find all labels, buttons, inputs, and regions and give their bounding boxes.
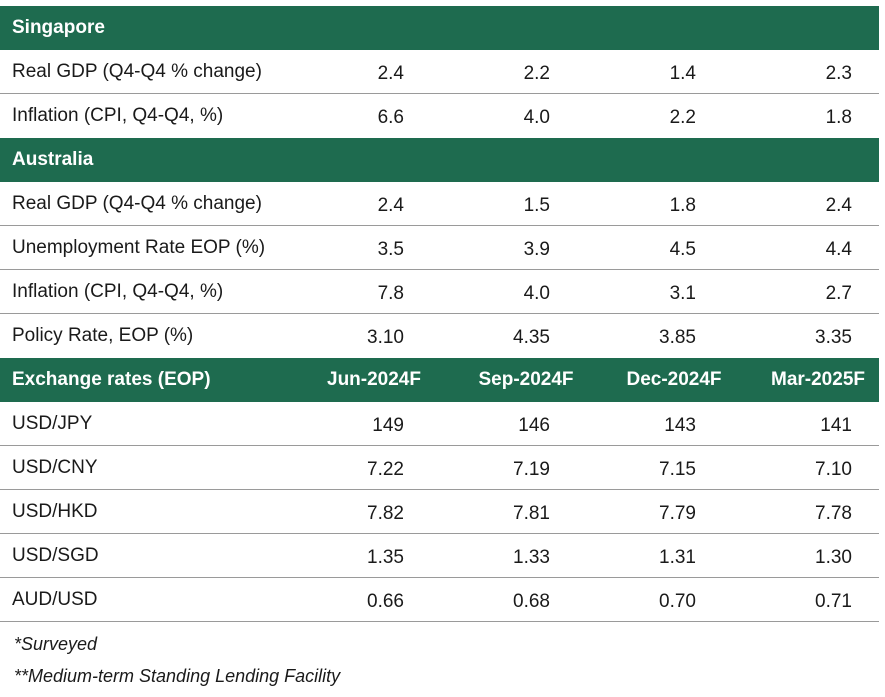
table-row: Inflation (CPI, Q4-Q4, %) 7.8 4.0 3.1 2.… bbox=[0, 270, 879, 314]
cell-value: 7.8 bbox=[377, 283, 404, 304]
row-label: USD/SGD bbox=[12, 545, 99, 566]
cell-value: 7.10 bbox=[815, 459, 852, 480]
cell-value: 7.82 bbox=[367, 503, 404, 524]
cell-value: 3.1 bbox=[669, 283, 696, 304]
cell-value: 7.79 bbox=[659, 503, 696, 524]
cell-value: 4.35 bbox=[513, 327, 550, 348]
cell-value: 1.4 bbox=[669, 63, 696, 84]
cell-value: 2.2 bbox=[669, 107, 696, 128]
row-label: USD/JPY bbox=[12, 413, 93, 434]
table-row: Real GDP (Q4-Q4 % change) 2.4 1.5 1.8 2.… bbox=[0, 182, 879, 226]
cell-value: 6.6 bbox=[377, 107, 404, 128]
cell-value: 1.35 bbox=[367, 547, 404, 568]
cell-value: 7.81 bbox=[513, 503, 550, 524]
cell-value: 7.19 bbox=[513, 459, 550, 480]
table-row: USD/JPY 149 146 143 141 bbox=[0, 402, 879, 446]
row-label: Unemployment Rate EOP (%) bbox=[12, 237, 266, 258]
row-label: Inflation (CPI, Q4-Q4, %) bbox=[12, 105, 224, 126]
section-title: Exchange rates (EOP) bbox=[12, 369, 211, 390]
cell-value: 2.2 bbox=[523, 63, 550, 84]
cell-value: 0.71 bbox=[815, 591, 852, 612]
cell-value: 2.4 bbox=[377, 63, 404, 84]
footnote-surveyed: *Surveyed bbox=[14, 634, 98, 654]
column-header: Mar-2025F bbox=[771, 369, 865, 390]
cell-value: 149 bbox=[372, 415, 404, 436]
row-label: USD/HKD bbox=[12, 501, 98, 522]
table-row: Unemployment Rate EOP (%) 3.5 3.9 4.5 4.… bbox=[0, 226, 879, 270]
row-label: Inflation (CPI, Q4-Q4, %) bbox=[12, 281, 224, 302]
cell-value: 141 bbox=[820, 415, 852, 436]
row-label: AUD/USD bbox=[12, 589, 98, 610]
cell-value: 7.78 bbox=[815, 503, 852, 524]
column-header: Sep-2024F bbox=[478, 369, 574, 390]
cell-value: 0.66 bbox=[367, 591, 404, 612]
cell-value: 3.35 bbox=[815, 327, 852, 348]
row-label: Policy Rate, EOP (%) bbox=[12, 325, 194, 346]
table-row: Inflation (CPI, Q4-Q4, %) 6.6 4.0 2.2 1.… bbox=[0, 94, 879, 138]
cell-value: 146 bbox=[518, 415, 550, 436]
cell-value: 4.0 bbox=[523, 107, 550, 128]
cell-value: 143 bbox=[664, 415, 696, 436]
cell-value: 7.22 bbox=[367, 459, 404, 480]
row-label: Real GDP (Q4-Q4 % change) bbox=[12, 61, 262, 82]
table-row: AUD/USD 0.66 0.68 0.70 0.71 bbox=[0, 578, 879, 622]
cell-value: 1.30 bbox=[815, 547, 852, 568]
column-header: Jun-2024F bbox=[327, 369, 421, 390]
section-title: Australia bbox=[12, 149, 94, 170]
section-header-exchange-rates: Exchange rates (EOP) Jun-2024F Sep-2024F… bbox=[0, 358, 879, 402]
section-header-singapore: Singapore bbox=[0, 6, 879, 50]
row-label: USD/CNY bbox=[12, 457, 98, 478]
cell-value: 2.7 bbox=[825, 283, 852, 304]
cell-value: 2.3 bbox=[825, 63, 852, 84]
cell-value: 7.15 bbox=[659, 459, 696, 480]
cell-value: 2.4 bbox=[377, 195, 404, 216]
cell-value: 1.31 bbox=[659, 547, 696, 568]
table-row: Policy Rate, EOP (%) 3.10 4.35 3.85 3.35 bbox=[0, 314, 879, 358]
cell-value: 0.68 bbox=[513, 591, 550, 612]
section-title: Singapore bbox=[12, 17, 105, 38]
cell-value: 3.10 bbox=[367, 327, 404, 348]
cell-value: 4.0 bbox=[523, 283, 550, 304]
section-header-australia: Australia bbox=[0, 138, 879, 182]
table-row: USD/CNY 7.22 7.19 7.15 7.10 bbox=[0, 446, 879, 490]
cell-value: 1.8 bbox=[825, 107, 852, 128]
cell-value: 3.9 bbox=[523, 239, 550, 260]
cell-value: 3.85 bbox=[659, 327, 696, 348]
cell-value: 1.5 bbox=[523, 195, 550, 216]
cell-value: 1.33 bbox=[513, 547, 550, 568]
cell-value: 2.4 bbox=[825, 195, 852, 216]
table-row: USD/HKD 7.82 7.81 7.79 7.78 bbox=[0, 490, 879, 534]
cell-value: 3.5 bbox=[377, 239, 404, 260]
cell-value: 1.8 bbox=[669, 195, 696, 216]
table-row: Real GDP (Q4-Q4 % change) 2.4 2.2 1.4 2.… bbox=[0, 50, 879, 94]
forecast-table: Singapore Real GDP (Q4-Q4 % change) 2.4 … bbox=[0, 6, 879, 622]
row-label: Real GDP (Q4-Q4 % change) bbox=[12, 193, 262, 214]
cell-value: 4.5 bbox=[669, 239, 696, 260]
footnotes: *Surveyed **Medium-term Standing Lending… bbox=[14, 628, 340, 692]
column-header: Dec-2024F bbox=[626, 369, 722, 390]
cell-value: 0.70 bbox=[659, 591, 696, 612]
footnote-mlf: **Medium-term Standing Lending Facility bbox=[14, 666, 341, 686]
cell-value: 4.4 bbox=[825, 239, 852, 260]
table-row: USD/SGD 1.35 1.33 1.31 1.30 bbox=[0, 534, 879, 578]
